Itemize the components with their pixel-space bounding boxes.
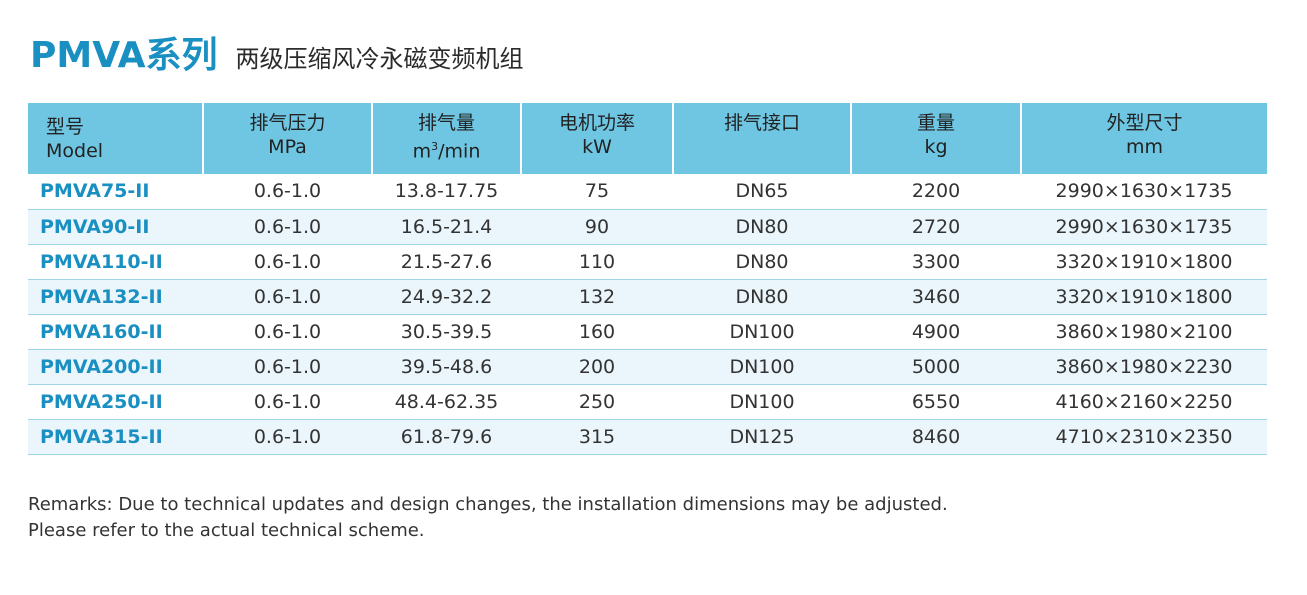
cell-size: 2990×1630×1735 (1021, 209, 1267, 245)
header-flow: 排气量 m3/min (371, 103, 521, 174)
cell-pressure: 0.6-1.0 (203, 419, 372, 455)
cell-port: DN80 (673, 244, 851, 280)
cell-power: 200 (521, 349, 673, 385)
cell-size: 3320×1910×1800 (1021, 279, 1267, 315)
table-row: PMVA110-II 0.6-1.0 21.5-27.6 110 DN80 33… (28, 244, 1267, 280)
table-header-row: 型号 Model 排气压力 MPa 排气量 m3/min 电机功率 kW 排气接… (28, 103, 1267, 174)
cell-size: 2990×1630×1735 (1021, 174, 1267, 210)
table-row: PMVA75-II 0.6-1.0 13.8-17.75 75 DN65 220… (28, 174, 1267, 210)
header-size: 外型尺寸 mm (1020, 103, 1267, 174)
table-row: PMVA200-II 0.6-1.0 39.5-48.6 200 DN100 5… (28, 349, 1267, 385)
cell-model: PMVA75-II (28, 174, 203, 210)
cell-model: PMVA315-II (28, 419, 203, 455)
table-row: PMVA250-II 0.6-1.0 48.4-62.35 250 DN100 … (28, 384, 1267, 420)
cell-flow: 24.9-32.2 (372, 279, 521, 315)
header-port: 排气接口 (672, 103, 851, 174)
cell-model: PMVA160-II (28, 314, 203, 350)
cell-power: 160 (521, 314, 673, 350)
cell-model: PMVA132-II (28, 279, 203, 315)
cell-weight: 2720 (851, 209, 1021, 245)
cell-pressure: 0.6-1.0 (203, 279, 372, 315)
cell-size: 3860×1980×2230 (1021, 349, 1267, 385)
cell-port: DN65 (673, 174, 851, 210)
cell-flow: 13.8-17.75 (372, 174, 521, 210)
cell-flow: 21.5-27.6 (372, 244, 521, 280)
spec-table: 型号 Model 排气压力 MPa 排气量 m3/min 电机功率 kW 排气接… (28, 103, 1267, 455)
cell-size: 4710×2310×2350 (1021, 419, 1267, 455)
cell-pressure: 0.6-1.0 (203, 174, 372, 210)
cell-flow: 30.5-39.5 (372, 314, 521, 350)
cell-port: DN80 (673, 209, 851, 245)
remarks-line-1: Remarks: Due to technical updates and de… (28, 494, 948, 515)
cell-flow: 39.5-48.6 (372, 349, 521, 385)
cell-weight: 4900 (851, 314, 1021, 350)
cell-weight: 3460 (851, 279, 1021, 315)
cell-weight: 3300 (851, 244, 1021, 280)
cell-port: DN100 (673, 314, 851, 350)
page-title: PMVA系列 (30, 35, 218, 76)
cell-size: 3860×1980×2100 (1021, 314, 1267, 350)
cell-size: 4160×2160×2250 (1021, 384, 1267, 420)
table-row: PMVA90-II 0.6-1.0 16.5-21.4 90 DN80 2720… (28, 209, 1267, 245)
cell-model: PMVA250-II (28, 384, 203, 420)
page-title-row: PMVA系列 两级压缩风冷永磁变频机组 (30, 26, 524, 76)
table-row: PMVA132-II 0.6-1.0 24.9-32.2 132 DN80 34… (28, 279, 1267, 315)
cell-weight: 6550 (851, 384, 1021, 420)
remarks-line-2: Please refer to the actual technical sch… (28, 520, 425, 541)
cell-port: DN100 (673, 349, 851, 385)
cell-weight: 8460 (851, 419, 1021, 455)
cell-weight: 2200 (851, 174, 1021, 210)
cell-port: DN80 (673, 279, 851, 315)
table-row: PMVA315-II 0.6-1.0 61.8-79.6 315 DN125 8… (28, 419, 1267, 455)
page-subtitle: 两级压缩风冷永磁变频机组 (235, 45, 524, 73)
cell-pressure: 0.6-1.0 (203, 349, 372, 385)
cell-pressure: 0.6-1.0 (203, 244, 372, 280)
cell-power: 250 (521, 384, 673, 420)
cell-power: 315 (521, 419, 673, 455)
cell-size: 3320×1910×1800 (1021, 244, 1267, 280)
cell-weight: 5000 (851, 349, 1021, 385)
cell-model: PMVA110-II (28, 244, 203, 280)
cell-flow: 61.8-79.6 (372, 419, 521, 455)
cell-port: DN125 (673, 419, 851, 455)
cell-model: PMVA90-II (28, 209, 203, 245)
cell-pressure: 0.6-1.0 (203, 209, 372, 245)
remarks: Remarks: Due to technical updates and de… (28, 492, 948, 544)
cell-flow: 16.5-21.4 (372, 209, 521, 245)
header-model: 型号 Model (28, 103, 203, 174)
cell-port: DN100 (673, 384, 851, 420)
cell-model: PMVA200-II (28, 349, 203, 385)
cell-power: 90 (521, 209, 673, 245)
header-pressure: 排气压力 MPa (202, 103, 372, 174)
header-power: 电机功率 kW (520, 103, 673, 174)
cell-pressure: 0.6-1.0 (203, 314, 372, 350)
cell-power: 132 (521, 279, 673, 315)
cell-power: 110 (521, 244, 673, 280)
cell-flow: 48.4-62.35 (372, 384, 521, 420)
cell-power: 75 (521, 174, 673, 210)
table-row: PMVA160-II 0.6-1.0 30.5-39.5 160 DN100 4… (28, 314, 1267, 350)
cell-pressure: 0.6-1.0 (203, 384, 372, 420)
header-weight: 重量 kg (850, 103, 1021, 174)
